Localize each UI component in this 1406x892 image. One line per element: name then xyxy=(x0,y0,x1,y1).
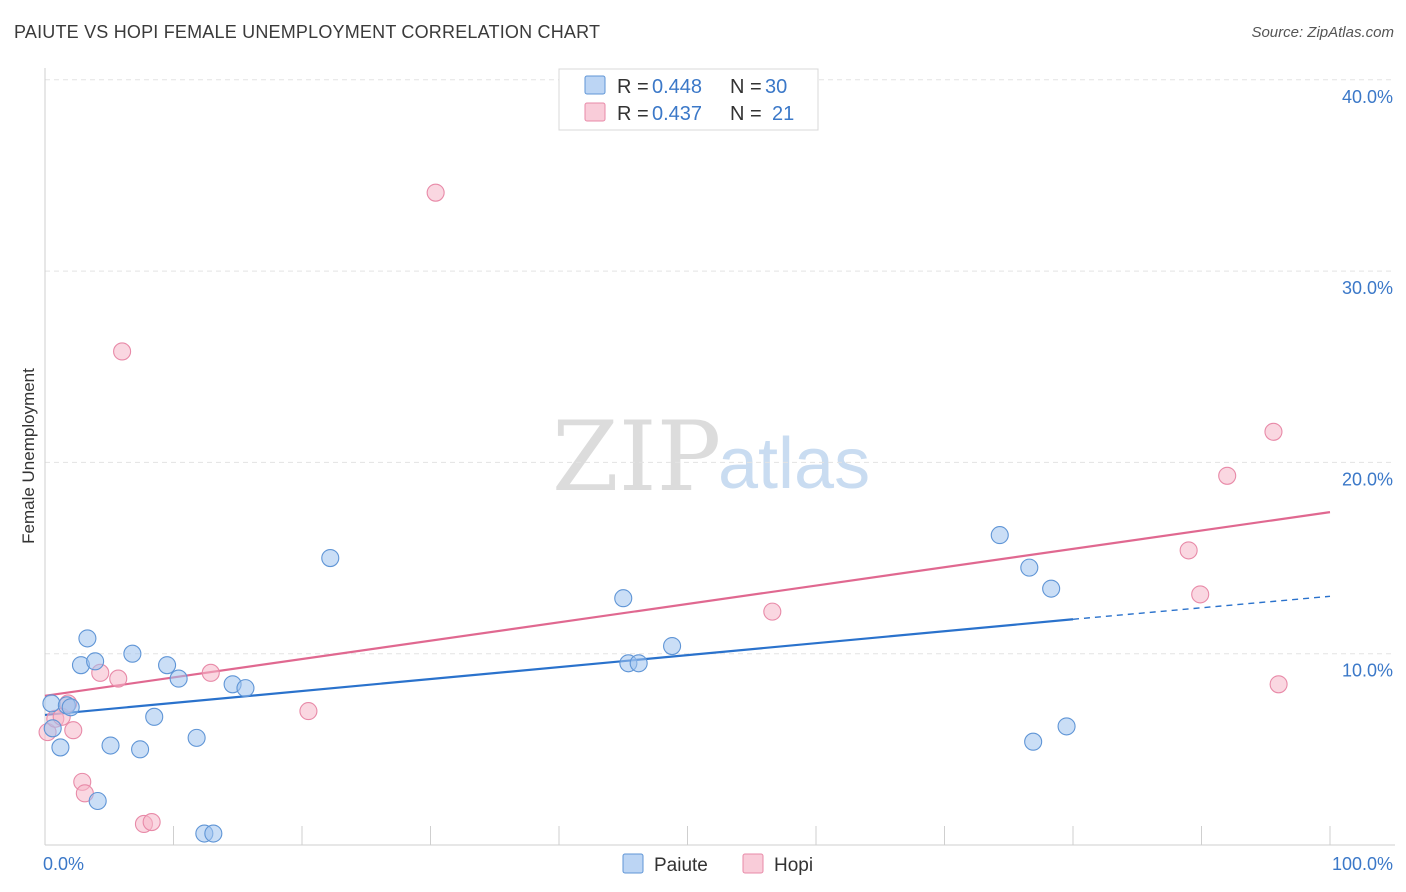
data-point-hopi xyxy=(1218,466,1237,485)
data-point-paiute xyxy=(663,636,682,656)
data-point-paiute xyxy=(236,679,255,698)
chart-title: PAIUTE VS HOPI FEMALE UNEMPLOYMENT CORRE… xyxy=(14,22,601,42)
data-point-paiute xyxy=(614,589,633,608)
data-point-paiute xyxy=(629,654,648,673)
data-point-paiute xyxy=(990,526,1009,545)
data-point-hopi xyxy=(1179,541,1198,560)
data-point-hopi xyxy=(109,669,128,688)
legend-swatch-hopi xyxy=(584,102,606,122)
legend-hopi-r-value: 0.437 xyxy=(652,103,702,125)
data-point-hopi xyxy=(113,342,132,361)
data-point-paiute xyxy=(43,719,62,738)
data-point-paiute xyxy=(86,652,105,671)
legend-paiute-n-label: N = xyxy=(730,76,762,98)
data-point-paiute xyxy=(158,656,177,675)
watermark-atlas: atlas xyxy=(718,424,870,504)
legend-paiute-r-label: R = xyxy=(617,76,649,98)
x-tick-label: 100.0% xyxy=(1332,854,1393,874)
top-legend: R = 0.448 N = 30 R = 0.437 N = 21 xyxy=(558,68,819,131)
legend-hopi-r-label: R = xyxy=(617,103,649,125)
data-point-paiute xyxy=(204,824,223,843)
legend-hopi-n-value: 21 xyxy=(772,103,794,125)
trend-line-paiute xyxy=(44,618,1074,717)
data-point-paiute xyxy=(1042,579,1061,598)
source-label: Source: ZipAtlas.com xyxy=(1251,24,1394,41)
y-axis-label: Female Unemployment xyxy=(19,368,38,544)
y-tick-label: 40.0% xyxy=(1342,87,1393,107)
data-point-hopi xyxy=(142,812,161,832)
data-point-paiute xyxy=(1057,717,1076,736)
data-point-hopi xyxy=(1191,585,1210,604)
bottom-legend-swatch-hopi xyxy=(742,853,764,874)
legend-paiute-r-value: 0.448 xyxy=(652,76,702,98)
bottom-legend: Paiute Hopi xyxy=(622,853,813,876)
data-point-paiute xyxy=(88,791,107,811)
y-tick-label: 30.0% xyxy=(1342,278,1393,298)
data-point-paiute xyxy=(1020,558,1039,577)
grid-lines xyxy=(45,79,1395,655)
bottom-legend-swatch-paiute xyxy=(622,853,644,874)
legend-swatch-paiute xyxy=(584,75,606,95)
data-point-hopi xyxy=(426,183,445,202)
trend-lines xyxy=(44,511,1331,717)
x-tick-label: 0.0% xyxy=(43,854,84,874)
data-point-paiute xyxy=(123,644,142,663)
bottom-legend-hopi: Hopi xyxy=(774,855,813,876)
data-point-hopi xyxy=(1264,422,1283,441)
tick-labels: 10.0% 20.0% 30.0% 40.0% 0.0% 100.0% xyxy=(43,87,1393,874)
data-points xyxy=(38,183,1288,843)
data-point-hopi xyxy=(1269,675,1288,694)
legend-paiute-n-value: 30 xyxy=(765,76,787,98)
data-point-paiute xyxy=(78,629,97,648)
data-point-paiute xyxy=(321,548,340,568)
data-point-paiute xyxy=(101,736,120,755)
legend-hopi-n-label: N = xyxy=(730,103,762,125)
data-point-paiute xyxy=(169,669,188,688)
data-point-paiute xyxy=(1024,732,1043,751)
bottom-legend-paiute: Paiute xyxy=(654,855,708,876)
watermark-zip: ZIP xyxy=(552,401,721,513)
data-point-paiute xyxy=(131,740,150,759)
data-point-paiute xyxy=(61,698,80,717)
data-point-paiute xyxy=(187,728,206,747)
data-point-paiute xyxy=(42,694,61,713)
data-point-hopi xyxy=(201,663,220,682)
data-point-paiute xyxy=(51,738,70,757)
y-tick-label: 20.0% xyxy=(1342,469,1393,489)
axes xyxy=(44,68,1395,846)
y-tick-label: 10.0% xyxy=(1342,661,1393,681)
data-point-paiute xyxy=(145,707,164,726)
data-point-hopi xyxy=(299,702,318,721)
trend-line-hopi xyxy=(44,511,1331,697)
data-point-hopi xyxy=(64,721,83,740)
data-point-hopi xyxy=(763,602,782,621)
